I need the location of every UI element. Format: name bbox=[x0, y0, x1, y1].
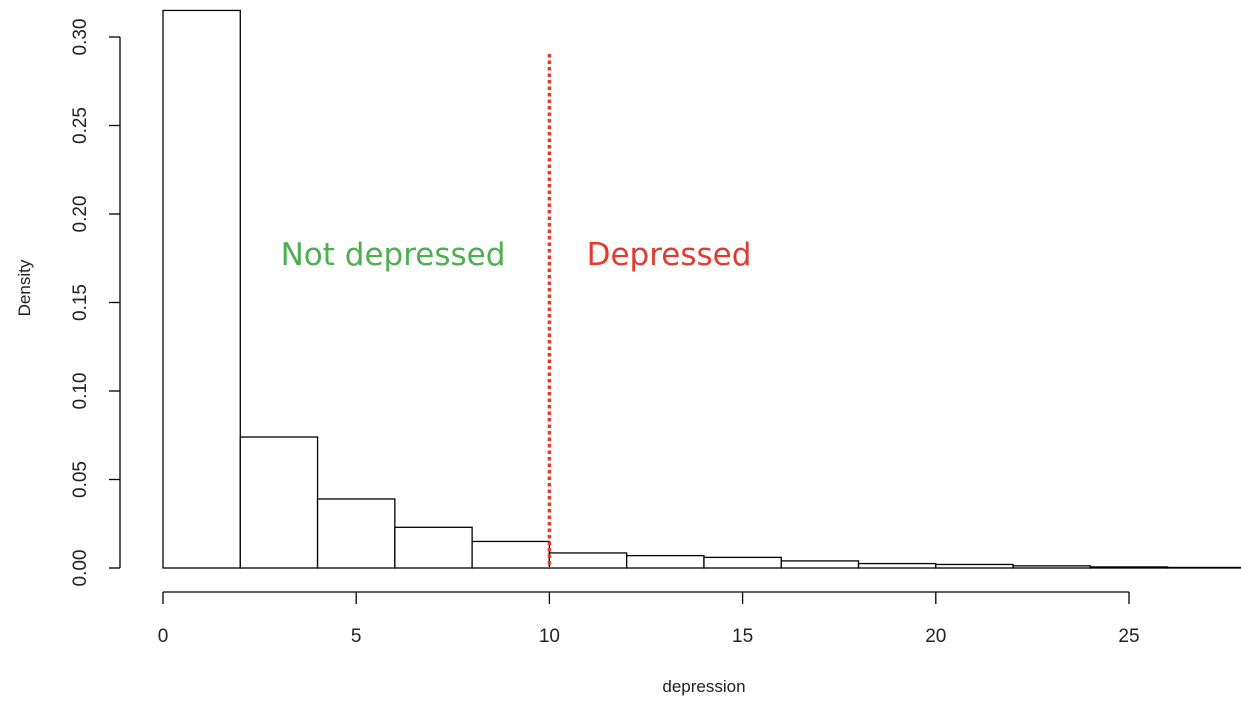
histogram-bar-13 bbox=[1089, 566, 1169, 569]
x-tick-label-15: 15 bbox=[732, 626, 753, 647]
y-tick-label-1: 0.05 bbox=[70, 461, 91, 498]
axes: 0 5 10 15 20 25 0.00 0.05 0.10 0.15 0.20 0.25 0.30 bbox=[70, 19, 1140, 647]
histogram-bar-4 bbox=[394, 526, 473, 569]
histogram-bar-12 bbox=[1012, 565, 1092, 569]
histogram-bar-14 bbox=[1166, 566, 1241, 569]
histogram-bar-8 bbox=[703, 556, 782, 569]
y-axis-title: Density bbox=[15, 259, 34, 316]
histogram-bar-1 bbox=[162, 9, 241, 569]
x-tick-label-25: 25 bbox=[1118, 626, 1139, 647]
y-tick-label-3: 0.15 bbox=[70, 284, 91, 321]
histogram-bar-7 bbox=[626, 554, 705, 569]
annotation-not-depressed: Not depressed bbox=[281, 237, 506, 273]
annotation-depressed: Depressed bbox=[587, 237, 752, 273]
histogram-bar-10 bbox=[857, 562, 937, 569]
histogram-bar-3 bbox=[316, 498, 396, 569]
histogram-bar-11 bbox=[935, 563, 1014, 569]
y-tick-label-5: 0.25 bbox=[70, 107, 91, 144]
y-tick-label-6: 0.30 bbox=[70, 19, 91, 56]
x-tick-label-5: 5 bbox=[351, 626, 362, 647]
plot-area bbox=[162, 9, 1241, 569]
y-tick-label-4: 0.20 bbox=[70, 196, 91, 233]
x-axis-title: depression bbox=[662, 677, 745, 696]
histogram-bar-9 bbox=[780, 560, 860, 569]
y-tick-label-2: 0.10 bbox=[70, 373, 91, 410]
histogram-bar-6 bbox=[548, 552, 628, 569]
x-tick-label-0: 0 bbox=[158, 626, 169, 647]
x-tick-label-20: 20 bbox=[925, 626, 946, 647]
histogram-bar-5 bbox=[471, 540, 551, 569]
x-tick-label-10: 10 bbox=[539, 626, 560, 647]
y-tick-label-0: 0.00 bbox=[70, 550, 91, 587]
histogram-bar-2 bbox=[239, 436, 319, 569]
